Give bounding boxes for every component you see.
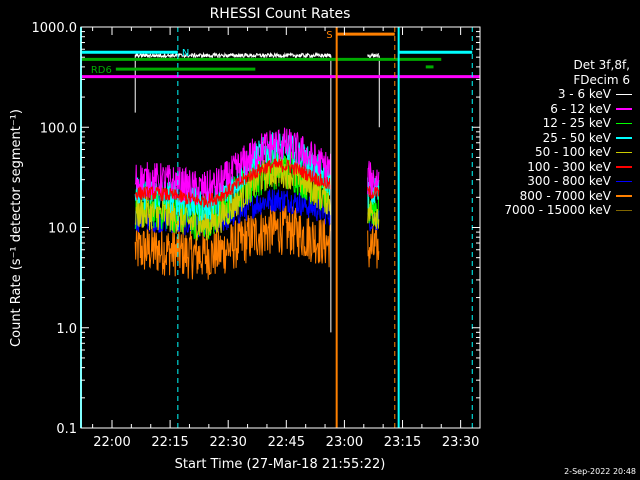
legend-label: 100 - 300 keV — [527, 159, 611, 174]
x-tick-label-0: 22:00 — [93, 435, 130, 450]
legend-entry: 800 - 7000 keV — [486, 189, 632, 204]
series-trace-3-6-kev-seg1 — [367, 52, 380, 59]
flag-label-rd6: RD6 — [91, 65, 112, 76]
x-tick-label-6: 23:30 — [442, 435, 479, 450]
series-trace-100-300-kev-seg1 — [367, 186, 380, 200]
legend-entry: 100 - 300 keV — [486, 160, 632, 175]
legend-header-line-2: FDecim 6 — [573, 72, 630, 87]
legend-label: 25 - 50 keV — [542, 130, 611, 145]
x-axis-label: Start Time (27-Mar-18 21:55:22) — [175, 457, 386, 472]
y-tick-label-3: 100.0 — [40, 121, 77, 136]
flag-label-n: N — [182, 48, 189, 59]
x-tick-label-5: 23:15 — [384, 435, 421, 450]
legend-label: 50 - 100 keV — [534, 145, 611, 159]
legend-swatch — [616, 122, 632, 124]
legend-header-line-1: Det 3f,8f, — [573, 58, 631, 72]
legend-swatch — [616, 93, 632, 95]
legend-label: 6 - 12 keV — [550, 101, 611, 116]
legend-swatch — [616, 108, 632, 110]
legend-entry: 7000 - 15000 keV — [486, 203, 632, 218]
flag-label-s: S — [326, 30, 332, 41]
chart-title: RHESSI Count Rates — [210, 6, 351, 22]
y-tick-label-0: 0.1 — [56, 422, 77, 437]
y-tick-label-4: 1000.0 — [32, 21, 78, 36]
timestamp: 2-Sep-2022 20:48 — [564, 467, 636, 476]
legend-swatch — [616, 209, 632, 211]
legend-label: 800 - 7000 keV — [519, 188, 611, 203]
legend-entry: 25 - 50 keV — [486, 131, 632, 146]
series-trace-6-12-kev-seg0 — [134, 127, 331, 205]
y-tick-label-2: 10.0 — [48, 222, 77, 237]
legend-entry: 50 - 100 keV — [486, 145, 632, 160]
legend-swatch — [616, 151, 632, 153]
series-trace-800-7000-kev-seg1 — [367, 225, 380, 269]
legend-entry: 6 - 12 keV — [486, 102, 632, 117]
data-layer — [134, 51, 380, 333]
axis-ticks: 0.1 1.0 10.0 100.0 1000.0 22:00 22:15 22:30 22:4… — [32, 21, 481, 450]
y-tick-label-1: 1.0 — [56, 322, 77, 337]
series-trace-3-6-kev-seg0 — [134, 51, 331, 60]
legend: Det 3f,8f, FDecim 6 3 - 6 keV 6 - 12 keV 1… — [486, 58, 632, 218]
y-axis-label: Count Rate (s⁻¹ detector segment⁻¹) — [9, 109, 24, 347]
series-trace-100-300-kev-seg0 — [135, 158, 331, 209]
legend-entry: 3 - 6 keV — [486, 87, 632, 102]
x-tick-label-2: 22:30 — [209, 435, 246, 450]
legend-entry: 300 - 800 keV — [486, 174, 632, 189]
legend-label: 300 - 800 keV — [527, 174, 611, 188]
legend-swatch — [616, 195, 632, 197]
legend-entries: 3 - 6 keV 6 - 12 keV 12 - 25 keV 25 - 50 ke… — [486, 87, 632, 218]
legend-swatch — [616, 180, 632, 182]
legend-label: 3 - 6 keV — [557, 87, 611, 101]
legend-label: 12 - 25 keV — [542, 116, 611, 130]
legend-label: 7000 - 15000 keV — [504, 203, 611, 217]
x-tick-label-3: 22:45 — [268, 435, 305, 450]
series-trace-800-7000-kev-seg0 — [134, 205, 331, 280]
series-trace-50-100-kev-seg1 — [367, 198, 380, 229]
x-tick-label-1: 22:15 — [151, 435, 188, 450]
legend-swatch — [616, 166, 632, 168]
legend-swatch — [616, 137, 632, 139]
x-tick-label-4: 23:00 — [326, 435, 363, 450]
legend-entry: 12 - 25 keV — [486, 116, 632, 131]
